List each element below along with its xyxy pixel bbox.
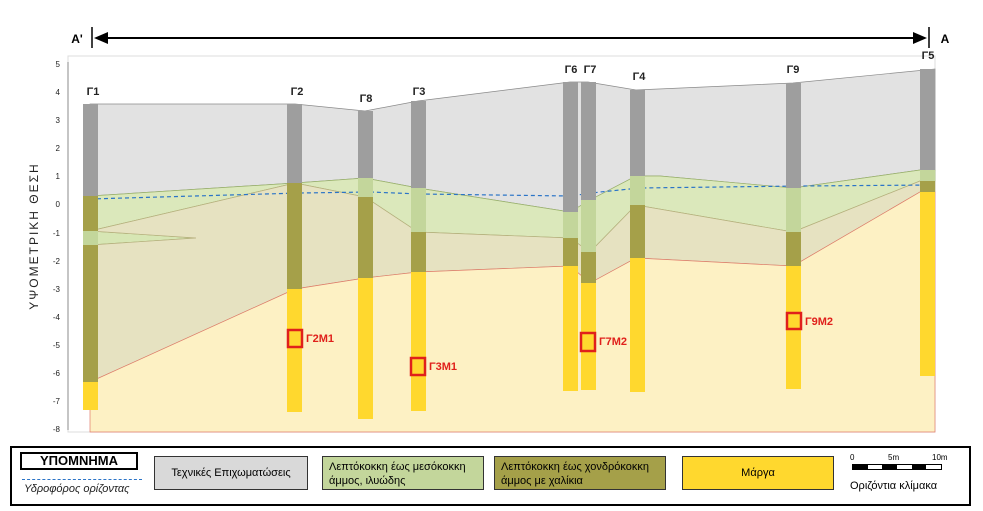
geological-cross-section: Γ1 Γ2 Γ8 Γ3 Γ6 Γ7 Γ4 Γ9 Γ5 Γ2Μ1 Γ3Μ1 Γ7Μ…: [27, 27, 950, 434]
sample-label: Γ2Μ1: [306, 333, 334, 345]
y-axis: 5 4 3 2 1 0 -1 -2 -3 -4 -5 -6 -7 -8: [53, 60, 69, 434]
sample-label: Γ3Μ1: [429, 361, 457, 373]
borehole-g7: [581, 82, 596, 390]
y-tick-label: 2: [56, 144, 61, 153]
y-tick-label: -4: [53, 313, 61, 322]
borehole-label: Γ3: [413, 86, 426, 98]
y-tick-label: -7: [53, 397, 61, 406]
y-tick-label: 1: [56, 172, 61, 181]
scale-tick-label: 5m: [888, 453, 900, 462]
scale-label: Οριζόντια κλίμακα: [850, 480, 938, 492]
legend-marl: Μάργα: [682, 456, 834, 490]
sample-marker: [409, 356, 427, 377]
borehole-g2: [287, 104, 302, 412]
borehole-label: Γ6: [565, 64, 578, 76]
y-tick-label: -5: [53, 341, 61, 350]
section-end-left-label: A': [71, 32, 83, 46]
y-tick-label: 0: [56, 200, 61, 209]
scale-tick-label: 0: [850, 453, 855, 462]
borehole-g6: [563, 82, 578, 391]
scale-bar: [852, 464, 942, 470]
legend-fill: Τεχνικές Επιχωματώσεις: [154, 456, 308, 490]
water-table-line: [89, 184, 936, 200]
borehole-label: Γ4: [633, 71, 647, 83]
borehole-g9: [786, 83, 801, 389]
section-line: [91, 27, 930, 48]
borehole-label: Γ1: [87, 86, 100, 98]
y-tick-label: 4: [56, 88, 61, 97]
legend-fine-sand-label: Λεπτόκοκκη έως μεσόκοκκη άμμος, ιλυώδης: [329, 461, 466, 487]
sample-label: Γ9Μ2: [805, 316, 833, 328]
horizontal-scale: 0 5m 10m Οριζόντια κλίμακα: [850, 450, 960, 500]
sample-label: Γ7Μ2: [599, 336, 627, 348]
legend-coarse-sand-label: Λεπτόκοκκη έως χονδρόκοκκη άμμος με χαλί…: [501, 461, 650, 487]
borehole-label: Γ7: [584, 64, 597, 76]
y-tick-label: -3: [53, 285, 61, 294]
legend-title: ΥΠΟΜΝΗΜΑ: [20, 452, 138, 470]
y-tick-label: -1: [53, 229, 61, 238]
legend-fill-label: Τεχνικές Επιχωματώσεις: [171, 467, 291, 479]
y-tick-label: -6: [53, 369, 61, 378]
borehole-g4: [630, 90, 645, 392]
sample-marker: [785, 311, 803, 331]
y-tick-label: 5: [56, 60, 61, 69]
section-end-right-label: A: [941, 32, 950, 46]
borehole-label: Γ8: [360, 93, 373, 105]
y-tick-label: -8: [53, 425, 61, 434]
scale-tick-label: 10m: [932, 453, 948, 462]
water-table-label: Υδροφόρος ορίζοντας: [24, 483, 130, 495]
y-axis-label: ΥΨΟΜΕΤΡΙΚΗ ΘΕΣΗ: [27, 162, 41, 309]
legend-coarse-sand: Λεπτόκοκκη έως χονδρόκοκκη άμμος με χαλί…: [494, 456, 666, 490]
legend-marl-label: Μάργα: [741, 467, 775, 479]
borehole-g1: [83, 104, 98, 410]
borehole-label: Γ9: [787, 64, 800, 76]
borehole-label: Γ5: [922, 50, 935, 62]
borehole-g5: [920, 69, 935, 376]
borehole-g8: [358, 111, 373, 419]
borehole-label: Γ2: [291, 86, 304, 98]
y-tick-label: 3: [56, 116, 61, 125]
sample-marker: [579, 331, 597, 353]
water-table-symbol: [22, 479, 142, 480]
legend-fine-sand: Λεπτόκοκκη έως μεσόκοκκη άμμος, ιλυώδης: [322, 456, 484, 490]
sample-marker: [286, 328, 304, 349]
legend: ΥΠΟΜΝΗΜΑ Υδροφόρος ορίζοντας Τεχνικές Επ…: [10, 446, 971, 506]
y-tick-label: -2: [53, 257, 61, 266]
